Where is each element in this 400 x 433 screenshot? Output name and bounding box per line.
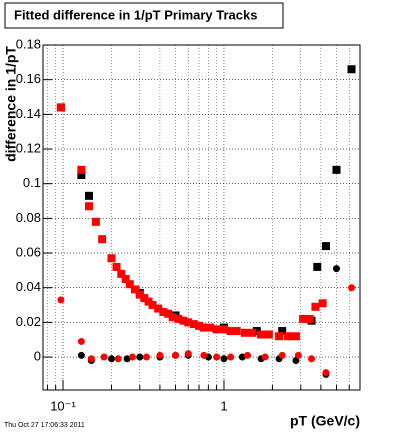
square-marker xyxy=(264,330,273,339)
circle-marker xyxy=(322,369,330,377)
square-marker xyxy=(318,299,327,308)
square-marker xyxy=(125,280,134,289)
circle-marker xyxy=(128,353,136,361)
square-marker xyxy=(248,328,257,337)
circle-marker xyxy=(87,355,95,363)
square-marker xyxy=(164,309,173,318)
circle-marker xyxy=(77,337,85,345)
square-marker xyxy=(135,290,144,299)
square-marker xyxy=(140,294,149,303)
square-marker xyxy=(77,171,86,180)
y-axis-label: difference in 1/pT xyxy=(3,46,19,162)
square-marker xyxy=(313,262,322,271)
square-marker xyxy=(219,325,228,334)
circle-marker xyxy=(142,353,150,361)
square-marker xyxy=(311,302,320,311)
circle-marker xyxy=(292,357,300,365)
square-marker xyxy=(299,314,308,323)
square-marker xyxy=(284,332,293,341)
circle-marker xyxy=(57,296,65,304)
circle-marker xyxy=(156,351,164,359)
circle-marker xyxy=(213,353,221,361)
x-tick-label: 10⁻¹ xyxy=(50,398,76,413)
square-marker xyxy=(174,314,183,323)
y-tick-label: 0 xyxy=(34,348,41,363)
circle-marker xyxy=(172,351,180,359)
square-marker xyxy=(206,323,215,332)
y-tick-label: 0.18 xyxy=(16,36,41,51)
square-marker xyxy=(98,235,107,244)
plot-frame xyxy=(42,44,361,391)
square-marker xyxy=(275,332,284,341)
square-marker xyxy=(77,165,86,174)
square-marker xyxy=(148,301,157,310)
square-marker xyxy=(56,103,65,112)
square-marker xyxy=(117,269,126,278)
circle-marker xyxy=(243,351,251,359)
y-tick-label: 0.12 xyxy=(16,140,41,155)
y-tick-label: 0.04 xyxy=(16,279,41,294)
y-tick-label: 0.02 xyxy=(16,314,41,329)
square-marker xyxy=(321,242,330,251)
circle-marker xyxy=(308,355,316,363)
circle-marker xyxy=(227,353,235,361)
square-marker xyxy=(168,313,177,322)
square-marker xyxy=(257,330,266,339)
title-box xyxy=(4,2,284,29)
square-marker xyxy=(154,304,163,313)
circle-marker xyxy=(123,355,131,363)
square-marker xyxy=(130,285,139,294)
square-marker xyxy=(121,275,130,284)
square-marker xyxy=(305,314,314,323)
square-marker xyxy=(84,191,93,200)
y-tick-label: 0.16 xyxy=(16,71,41,86)
circle-marker xyxy=(114,355,122,363)
circle-marker xyxy=(136,353,144,361)
square-marker xyxy=(278,327,287,336)
square-marker xyxy=(84,202,93,211)
circle-marker xyxy=(278,351,286,359)
square-marker xyxy=(240,328,249,337)
circle-marker xyxy=(77,351,85,359)
circle-marker xyxy=(107,355,115,363)
circle-marker xyxy=(332,265,340,273)
square-marker xyxy=(195,321,204,330)
y-tick-label: 0.08 xyxy=(16,210,41,225)
square-marker xyxy=(184,318,193,327)
circle-marker xyxy=(100,353,108,361)
x-axis-label: pT (GeV/c) xyxy=(290,413,360,429)
chart-title: Fitted difference in 1/pT Primary Tracks xyxy=(14,7,257,22)
square-marker xyxy=(199,323,208,332)
circle-marker xyxy=(200,351,208,359)
square-marker xyxy=(107,254,116,263)
square-marker xyxy=(112,262,121,271)
square-marker xyxy=(332,165,341,174)
square-marker xyxy=(91,217,100,226)
square-marker xyxy=(212,325,221,334)
y-tick-label: 0.14 xyxy=(16,106,41,121)
square-marker xyxy=(232,327,241,336)
square-marker xyxy=(226,327,235,336)
square-marker xyxy=(159,307,168,316)
footer: Thu Oct 27 17:06:33 2011 xyxy=(4,422,85,429)
circle-marker xyxy=(294,351,302,359)
square-marker xyxy=(179,316,188,325)
y-tick-label: 0.06 xyxy=(16,244,41,259)
y-tick-label: 0.1 xyxy=(23,175,41,190)
square-marker xyxy=(347,65,356,74)
circle-marker xyxy=(348,284,356,292)
x-tick-label: 1 xyxy=(220,398,227,413)
square-marker xyxy=(189,320,198,329)
circle-marker xyxy=(261,353,269,361)
circle-marker xyxy=(184,350,192,358)
square-marker xyxy=(291,332,300,341)
circle-marker xyxy=(220,355,228,363)
square-marker xyxy=(252,327,261,336)
